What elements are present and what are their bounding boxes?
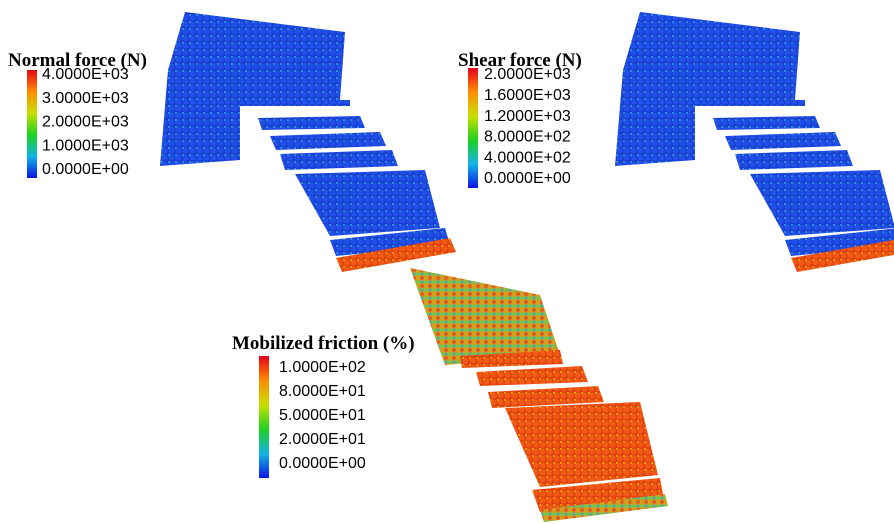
legend-label: 5.0000E+01 <box>279 407 366 424</box>
legend-title: Shear force (N) <box>458 50 582 71</box>
legend-label: 3.0000E+03 <box>42 90 129 107</box>
legend-label: 4.0000E+02 <box>484 149 571 166</box>
colorbar <box>259 356 269 478</box>
panel-normal: Normal force (N) <box>8 12 456 272</box>
legend-title: Mobilized friction (%) <box>232 333 415 354</box>
legend-title: Normal force (N) <box>8 50 147 71</box>
panel-friction: Mobilized friction (%) <box>232 268 668 522</box>
legend-label: 2.0000E+03 <box>42 114 129 131</box>
legend-label: 1.0000E+02 <box>279 359 366 376</box>
legend-label: 0.0000E+00 <box>42 161 129 178</box>
legend-label: 0.0000E+00 <box>484 170 571 187</box>
colorbar <box>468 68 478 188</box>
legend-label: 1.6000E+03 <box>484 87 571 104</box>
legend-label: 8.0000E+02 <box>484 129 571 146</box>
legend-label: 1.2000E+03 <box>484 108 571 125</box>
legend-label: 1.0000E+03 <box>42 137 129 154</box>
legend-label: 2.0000E+03 <box>484 66 571 83</box>
legend-label: 4.0000E+03 <box>42 66 129 83</box>
panel-shear: Shear force (N) <box>458 12 894 272</box>
particle-render <box>160 12 456 272</box>
legend-label: 8.0000E+01 <box>279 383 366 400</box>
particle-render <box>615 12 894 272</box>
particle-render <box>410 268 668 522</box>
colorbar <box>27 70 37 178</box>
legend-label: 2.0000E+01 <box>279 431 366 448</box>
legend-label: 0.0000E+00 <box>279 455 366 472</box>
